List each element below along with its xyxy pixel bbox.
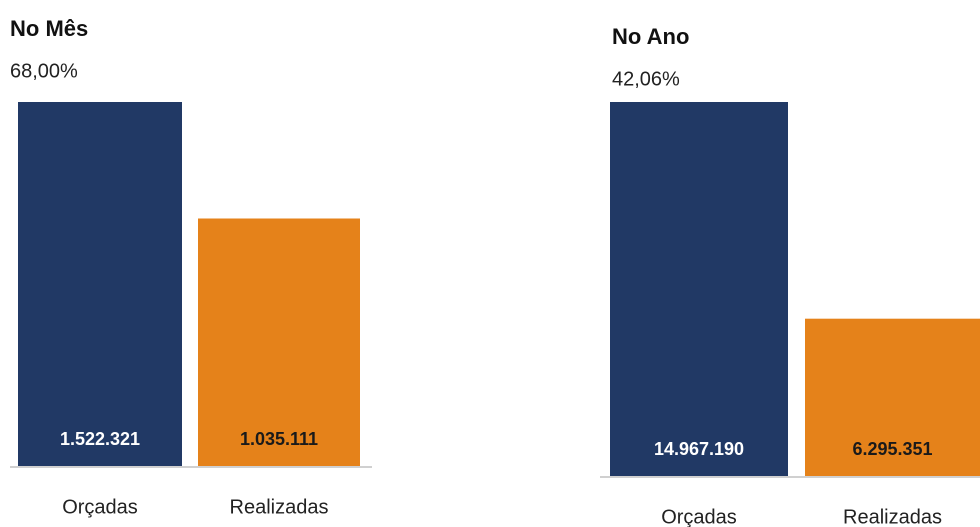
chart-title: No Ano bbox=[612, 24, 689, 49]
bar bbox=[198, 218, 360, 466]
value-label: 1.522.321 bbox=[60, 429, 140, 449]
category-label: Realizadas bbox=[230, 496, 329, 518]
category-label: Orçadas bbox=[62, 496, 138, 518]
bar bbox=[18, 102, 182, 466]
chart-subtitle: 42,06% bbox=[612, 68, 680, 90]
chart-subtitle: 68,00% bbox=[10, 60, 78, 82]
chart-title: No Mês bbox=[10, 16, 88, 41]
value-label: 14.967.190 bbox=[654, 439, 744, 459]
bar bbox=[805, 318, 980, 476]
category-label: Realizadas bbox=[843, 506, 942, 527]
value-label: 1.035.111 bbox=[240, 429, 318, 449]
bar bbox=[610, 102, 788, 476]
value-label: 6.295.351 bbox=[852, 439, 932, 459]
category-label: Orçadas bbox=[661, 506, 737, 527]
